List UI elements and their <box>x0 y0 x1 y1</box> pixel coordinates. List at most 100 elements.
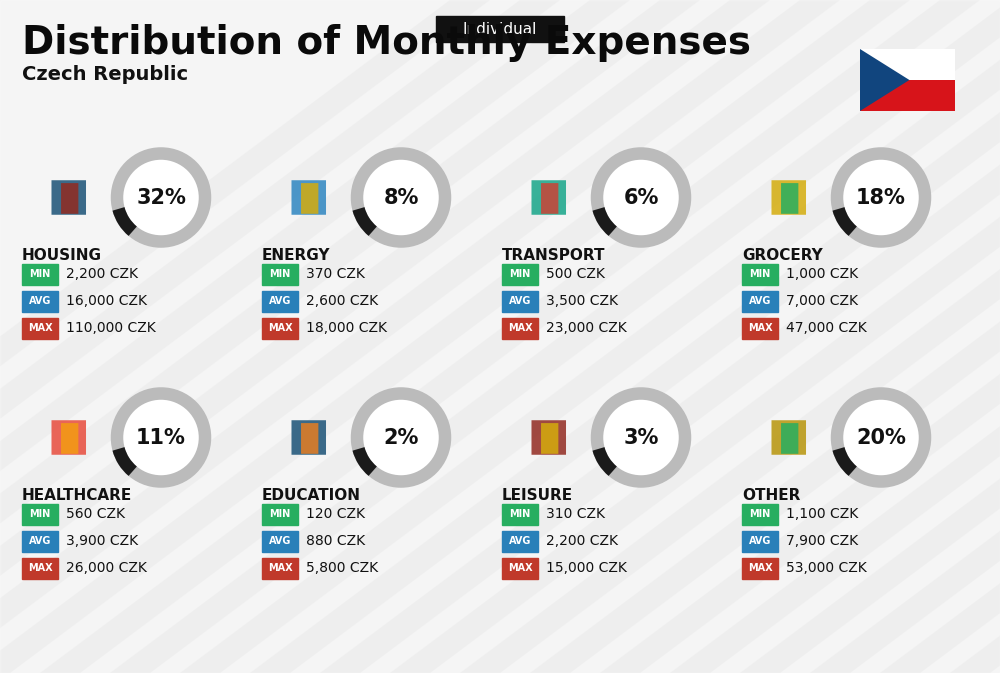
Polygon shape <box>0 0 910 673</box>
Polygon shape <box>740 0 1000 673</box>
Polygon shape <box>0 0 700 673</box>
Text: LEISURE: LEISURE <box>502 488 573 503</box>
FancyBboxPatch shape <box>262 264 298 285</box>
Text: MAX: MAX <box>748 563 772 573</box>
Polygon shape <box>250 0 1000 673</box>
Text: MIN: MIN <box>749 269 771 279</box>
Polygon shape <box>0 0 490 673</box>
Text: 23,000 CZK: 23,000 CZK <box>546 321 627 335</box>
Text: 8%: 8% <box>383 188 419 207</box>
Text: 18%: 18% <box>856 188 906 207</box>
Text: 15,000 CZK: 15,000 CZK <box>546 561 627 575</box>
Text: MAX: MAX <box>508 323 532 333</box>
Circle shape <box>117 394 205 481</box>
Text: Distribution of Monthly Expenses: Distribution of Monthly Expenses <box>22 24 751 62</box>
Text: AVG: AVG <box>269 536 291 546</box>
Polygon shape <box>670 0 1000 673</box>
FancyBboxPatch shape <box>262 318 298 339</box>
FancyBboxPatch shape <box>781 183 798 214</box>
Text: AVG: AVG <box>509 296 531 306</box>
Circle shape <box>837 394 925 481</box>
Text: HOUSING: HOUSING <box>22 248 102 263</box>
Text: MIN: MIN <box>269 269 291 279</box>
Text: 120 CZK: 120 CZK <box>306 507 365 521</box>
FancyBboxPatch shape <box>22 264 58 285</box>
Text: 3,500 CZK: 3,500 CZK <box>546 294 618 308</box>
Text: MAX: MAX <box>508 563 532 573</box>
FancyBboxPatch shape <box>262 503 298 524</box>
Polygon shape <box>0 0 840 673</box>
Text: AVG: AVG <box>29 296 51 306</box>
Text: 1,000 CZK: 1,000 CZK <box>786 267 858 281</box>
FancyBboxPatch shape <box>301 423 318 454</box>
Text: 500 CZK: 500 CZK <box>546 267 605 281</box>
FancyBboxPatch shape <box>541 183 558 214</box>
Text: AVG: AVG <box>509 536 531 546</box>
Text: 3%: 3% <box>623 427 659 448</box>
Text: AVG: AVG <box>269 296 291 306</box>
Text: 2,200 CZK: 2,200 CZK <box>546 534 618 548</box>
FancyBboxPatch shape <box>51 180 86 215</box>
Text: 53,000 CZK: 53,000 CZK <box>786 561 867 575</box>
Text: MAX: MAX <box>268 323 292 333</box>
Text: 560 CZK: 560 CZK <box>66 507 125 521</box>
Text: 1,100 CZK: 1,100 CZK <box>786 507 858 521</box>
Text: 20%: 20% <box>856 427 906 448</box>
Bar <box>860 49 955 80</box>
Circle shape <box>597 394 685 481</box>
Polygon shape <box>110 0 1000 673</box>
Text: 880 CZK: 880 CZK <box>306 534 365 548</box>
FancyBboxPatch shape <box>262 557 298 579</box>
Bar <box>860 80 955 111</box>
Text: TRANSPORT: TRANSPORT <box>502 248 606 263</box>
Text: MAX: MAX <box>268 563 292 573</box>
Text: GROCERY: GROCERY <box>742 248 823 263</box>
FancyBboxPatch shape <box>301 183 318 214</box>
Polygon shape <box>0 0 770 673</box>
Text: MAX: MAX <box>28 563 52 573</box>
Text: 2,200 CZK: 2,200 CZK <box>66 267 138 281</box>
Bar <box>860 49 955 80</box>
FancyBboxPatch shape <box>61 423 78 454</box>
FancyBboxPatch shape <box>781 423 798 454</box>
Polygon shape <box>810 0 1000 673</box>
Text: 310 CZK: 310 CZK <box>546 507 605 521</box>
FancyBboxPatch shape <box>22 318 58 339</box>
Text: Individual: Individual <box>463 22 537 36</box>
FancyBboxPatch shape <box>291 420 326 455</box>
FancyBboxPatch shape <box>742 291 778 312</box>
FancyBboxPatch shape <box>502 291 538 312</box>
Text: 7,900 CZK: 7,900 CZK <box>786 534 858 548</box>
Text: MIN: MIN <box>749 509 771 519</box>
Polygon shape <box>390 0 1000 673</box>
Text: MIN: MIN <box>29 509 51 519</box>
Polygon shape <box>950 0 1000 673</box>
Text: 370 CZK: 370 CZK <box>306 267 365 281</box>
Text: Czech Republic: Czech Republic <box>22 65 188 85</box>
FancyBboxPatch shape <box>502 557 538 579</box>
Text: MIN: MIN <box>509 269 531 279</box>
FancyBboxPatch shape <box>742 557 778 579</box>
Polygon shape <box>0 0 560 673</box>
Circle shape <box>837 153 925 242</box>
Polygon shape <box>180 0 1000 673</box>
Text: 18,000 CZK: 18,000 CZK <box>306 321 387 335</box>
FancyBboxPatch shape <box>262 530 298 551</box>
Text: EDUCATION: EDUCATION <box>262 488 361 503</box>
Text: 110,000 CZK: 110,000 CZK <box>66 321 156 335</box>
Circle shape <box>117 153 205 242</box>
FancyBboxPatch shape <box>541 423 558 454</box>
Bar <box>860 80 955 111</box>
Text: ENERGY: ENERGY <box>262 248 330 263</box>
Text: 6%: 6% <box>623 188 659 207</box>
FancyBboxPatch shape <box>291 180 326 215</box>
Text: 2,600 CZK: 2,600 CZK <box>306 294 378 308</box>
FancyBboxPatch shape <box>531 180 566 215</box>
Text: MAX: MAX <box>28 323 52 333</box>
FancyBboxPatch shape <box>742 503 778 524</box>
FancyBboxPatch shape <box>771 180 806 215</box>
Text: MIN: MIN <box>269 509 291 519</box>
Text: 2%: 2% <box>383 427 419 448</box>
Text: MAX: MAX <box>748 323 772 333</box>
FancyBboxPatch shape <box>502 318 538 339</box>
